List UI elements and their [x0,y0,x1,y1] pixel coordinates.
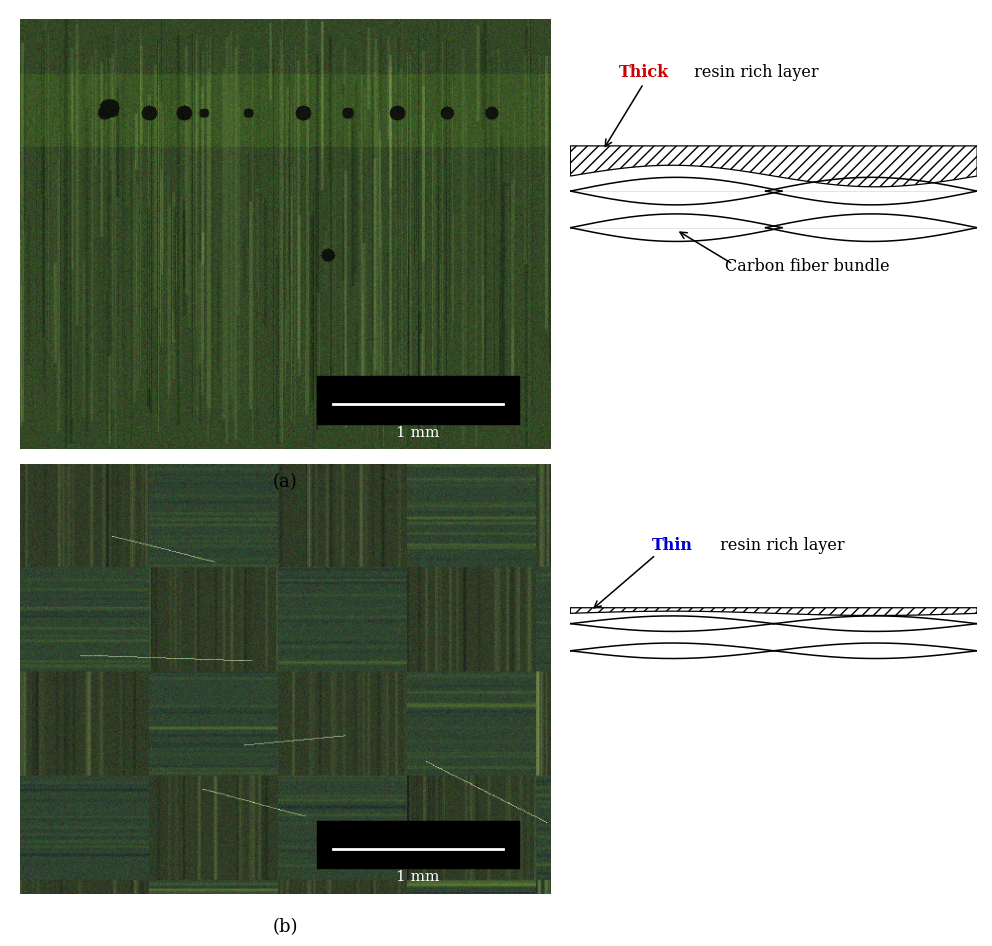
Text: Thin: Thin [652,537,692,554]
Text: (b): (b) [273,918,298,936]
Text: 1 mm: 1 mm [396,870,439,885]
Text: Thick: Thick [619,64,670,81]
Polygon shape [570,146,977,186]
Polygon shape [570,607,977,616]
Text: (a): (a) [273,473,298,491]
Text: resin rich layer: resin rich layer [689,64,818,81]
Text: 1 mm: 1 mm [396,426,439,440]
Text: resin rich layer: resin rich layer [715,537,844,554]
Text: Carbon fiber bundle: Carbon fiber bundle [725,258,890,275]
